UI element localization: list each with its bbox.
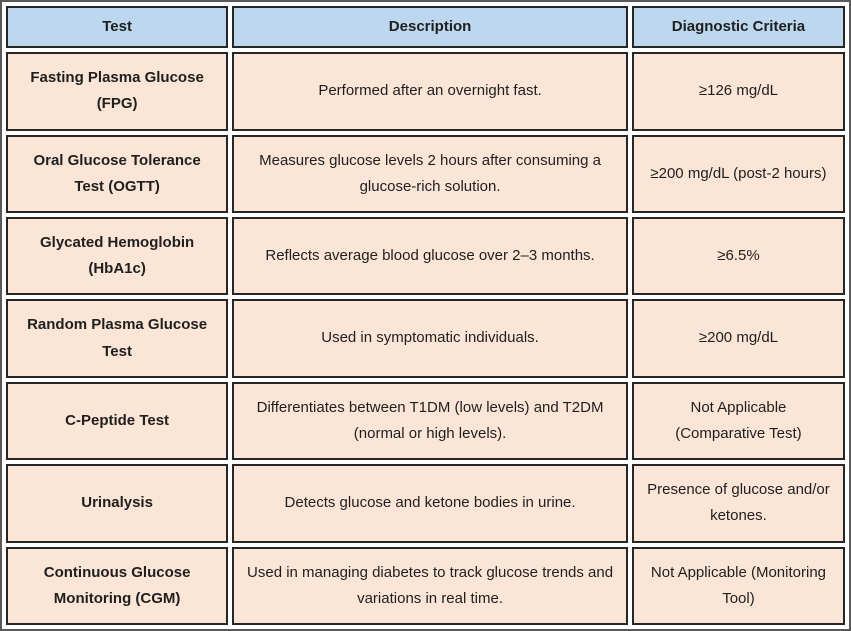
table-row: Urinalysis Detects glucose and ketone bo… <box>6 464 845 543</box>
cell-test: Oral Glucose Tolerance Test (OGTT) <box>6 134 229 214</box>
cell-description: Performed after an overnight fast. <box>232 52 628 131</box>
cell-test: Glycated Hemoglobin (HbA1c) <box>6 217 229 296</box>
cell-criteria: ≥126 mg/dL <box>631 52 845 131</box>
cell-description: Measures glucose levels 2 hours after co… <box>232 134 628 214</box>
cell-test: Continuous Glucose Monitoring (CGM) <box>6 546 229 625</box>
cell-criteria: Not Applicable (Comparative Test) <box>631 381 845 461</box>
cell-test: C-Peptide Test <box>6 381 229 461</box>
header-cell-test: Test <box>6 6 229 49</box>
table-row: Random Plasma Glucose Test Used in sympt… <box>6 299 845 378</box>
cell-description: Used in symptomatic individuals. <box>232 299 628 378</box>
cell-test: Fasting Plasma Glucose (FPG) <box>6 52 229 131</box>
cell-criteria: ≥200 mg/dL (post-2 hours) <box>631 134 845 214</box>
cell-description: Detects glucose and ketone bodies in uri… <box>232 464 628 543</box>
cell-criteria: Presence of glucose and/or ketones. <box>631 464 845 543</box>
table-row: C-Peptide Test Differentiates between T1… <box>6 381 845 461</box>
table-row: Continuous Glucose Monitoring (CGM) Used… <box>6 546 845 625</box>
header-cell-description: Description <box>232 6 628 49</box>
cell-description: Reflects average blood glucose over 2–3 … <box>232 217 628 296</box>
cell-description: Differentiates between T1DM (low levels)… <box>232 381 628 461</box>
header-cell-diagnostic-criteria: Diagnostic Criteria <box>631 6 845 49</box>
cell-test: Urinalysis <box>6 464 229 543</box>
cell-criteria: ≥6.5% <box>631 217 845 296</box>
cell-criteria: Not Applicable (Monitoring Tool) <box>631 546 845 625</box>
table-row: Fasting Plasma Glucose (FPG) Performed a… <box>6 52 845 131</box>
table-row: Oral Glucose Tolerance Test (OGTT) Measu… <box>6 134 845 214</box>
table-row: Glycated Hemoglobin (HbA1c) Reflects ave… <box>6 217 845 296</box>
cell-test: Random Plasma Glucose Test <box>6 299 229 378</box>
cell-criteria: ≥200 mg/dL <box>631 299 845 378</box>
header-row: Test Description Diagnostic Criteria <box>6 6 845 49</box>
cell-description: Used in managing diabetes to track gluco… <box>232 546 628 625</box>
